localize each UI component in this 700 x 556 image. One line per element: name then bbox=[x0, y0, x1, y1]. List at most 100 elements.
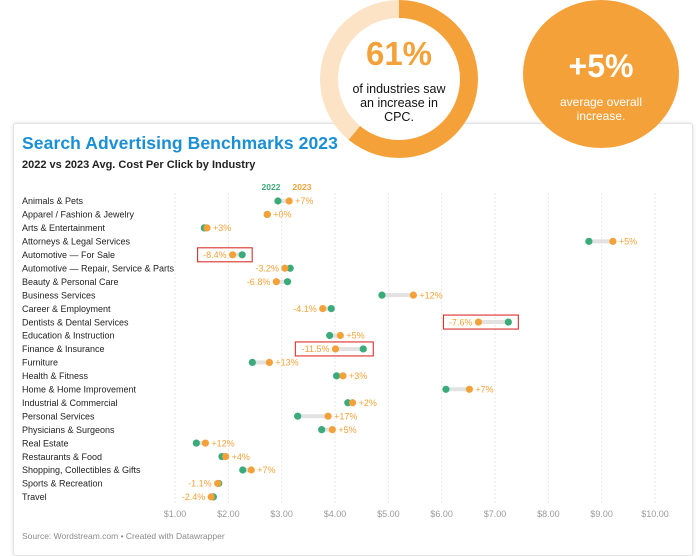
dot-2022 bbox=[504, 318, 512, 326]
category-label: Health & Fitness bbox=[22, 371, 89, 381]
change-label: -1.1% bbox=[188, 479, 212, 489]
chart-subtitle: 2022 vs 2023 Avg. Cost Per Click by Indu… bbox=[22, 159, 256, 171]
change-label: +17% bbox=[334, 411, 357, 421]
x-tick-label: $6.00 bbox=[430, 509, 453, 519]
category-label: Animals & Pets bbox=[22, 196, 84, 206]
dot-2023 bbox=[207, 493, 215, 501]
dot-2022 bbox=[192, 439, 200, 447]
dot-2023 bbox=[272, 278, 280, 286]
dot-2022 bbox=[283, 278, 292, 286]
dot-2023 bbox=[324, 412, 332, 420]
dot-2023 bbox=[281, 264, 289, 272]
dot-2023 bbox=[328, 426, 336, 434]
dot-2022 bbox=[442, 385, 450, 393]
dot-2022 bbox=[294, 412, 302, 420]
category-label: Automotive — Repair, Service & Parts bbox=[22, 263, 175, 273]
change-label: -8.4% bbox=[203, 250, 227, 260]
dot-2022 bbox=[327, 305, 335, 313]
dot-2023 bbox=[339, 372, 347, 380]
category-label: Automotive — For Sale bbox=[22, 250, 115, 260]
category-label: Education & Instruction bbox=[22, 331, 115, 341]
chart-title: Search Advertising Benchmarks 2023 bbox=[22, 133, 338, 153]
dot-2023 bbox=[331, 345, 340, 353]
highlight-box bbox=[294, 341, 374, 357]
change-label: +3% bbox=[349, 371, 367, 381]
change-label: +0% bbox=[273, 210, 291, 220]
change-label: -3.2% bbox=[255, 263, 279, 273]
dot-2023 bbox=[285, 197, 293, 205]
chart-source: Source: Wordstream.com • Created with Da… bbox=[22, 531, 225, 541]
change-label: -11.5% bbox=[302, 344, 330, 354]
highlight-box bbox=[197, 247, 253, 263]
category-label: Industrial & Commercial bbox=[22, 398, 118, 408]
category-label: Beauty & Personal Care bbox=[22, 277, 119, 287]
category-label: Personal Services bbox=[22, 411, 95, 421]
stat-ring-value: 61% bbox=[365, 35, 433, 72]
dot-2023 bbox=[609, 237, 617, 245]
dot-2023 bbox=[222, 452, 230, 461]
x-tick-label: $8.00 bbox=[537, 509, 560, 519]
change-label: +12% bbox=[419, 290, 442, 300]
category-label: Business Services bbox=[22, 290, 96, 300]
change-label: +7% bbox=[257, 465, 275, 475]
change-label: +3% bbox=[213, 223, 231, 233]
dot-2023 bbox=[474, 318, 483, 326]
change-label: -6.8% bbox=[247, 277, 271, 287]
dot-2022 bbox=[318, 426, 326, 434]
dot-2022 bbox=[378, 291, 386, 299]
dot-2022 bbox=[239, 466, 247, 474]
dot-2022 bbox=[326, 331, 334, 340]
category-label: Home & Home Improvement bbox=[22, 385, 137, 395]
x-tick-label: $9.00 bbox=[590, 509, 613, 519]
dot-2023 bbox=[263, 210, 271, 219]
change-label: +5% bbox=[619, 237, 637, 247]
category-label: Career & Employment bbox=[22, 304, 111, 314]
change-label: -7.6% bbox=[449, 317, 473, 327]
dot-2023 bbox=[409, 291, 417, 299]
category-label: Attorneys & Legal Services bbox=[22, 237, 131, 247]
change-label: +7% bbox=[295, 196, 313, 206]
category-label: Arts & Entertainment bbox=[22, 223, 106, 233]
category-label: Furniture bbox=[22, 358, 58, 368]
dot-2023 bbox=[229, 251, 237, 259]
dot-2022 bbox=[359, 345, 367, 353]
dot-2022 bbox=[333, 372, 341, 380]
x-tick-label: $7.00 bbox=[484, 509, 507, 519]
dot-2023 bbox=[201, 439, 209, 447]
dot-2022 bbox=[274, 197, 282, 205]
stat-ring-inner bbox=[338, 18, 460, 140]
x-tick-label: $5.00 bbox=[377, 509, 400, 519]
dot-2023 bbox=[336, 331, 344, 340]
x-tick-label: $10.00 bbox=[641, 509, 669, 519]
change-label: +7% bbox=[475, 385, 493, 395]
legend-2022: 2022 bbox=[262, 182, 281, 192]
change-label: +13% bbox=[275, 358, 298, 368]
stat-solid-value: +5% bbox=[568, 48, 634, 84]
dot-2023 bbox=[465, 385, 473, 393]
category-label: Shopping, Collectibles & Gifts bbox=[22, 465, 141, 475]
change-label: -4.1% bbox=[293, 304, 317, 314]
category-label: Physicians & Surgeons bbox=[22, 425, 115, 435]
stat-solid-text: average overall increase. bbox=[559, 95, 643, 123]
dot-2023 bbox=[265, 358, 273, 366]
x-tick-label: $1.00 bbox=[164, 509, 187, 519]
dot-2023 bbox=[214, 479, 222, 488]
stat-ring-text: of industries saw an increase in CPC. bbox=[352, 82, 446, 124]
stat-solid-5-percent: +5% average overall increase. bbox=[523, 0, 679, 148]
dot-2022 bbox=[585, 237, 593, 245]
change-label: -2.4% bbox=[182, 492, 206, 502]
dot-2023 bbox=[319, 305, 327, 313]
dot-2022 bbox=[248, 358, 256, 366]
change-label: +2% bbox=[359, 398, 377, 408]
dot-2022 bbox=[286, 264, 294, 272]
stat-ring-61-percent: 61% of industries saw an increase in CPC… bbox=[320, 0, 478, 158]
category-label: Restaurants & Food bbox=[22, 452, 102, 462]
x-tick-label: $3.00 bbox=[270, 509, 293, 519]
change-label: +12% bbox=[211, 438, 234, 448]
category-label: Apparel / Fashion & Jewelry bbox=[22, 210, 135, 220]
legend-2023: 2023 bbox=[293, 182, 312, 192]
dot-2023 bbox=[203, 224, 211, 232]
dot-2022 bbox=[238, 251, 246, 259]
category-label: Real Estate bbox=[22, 438, 69, 448]
